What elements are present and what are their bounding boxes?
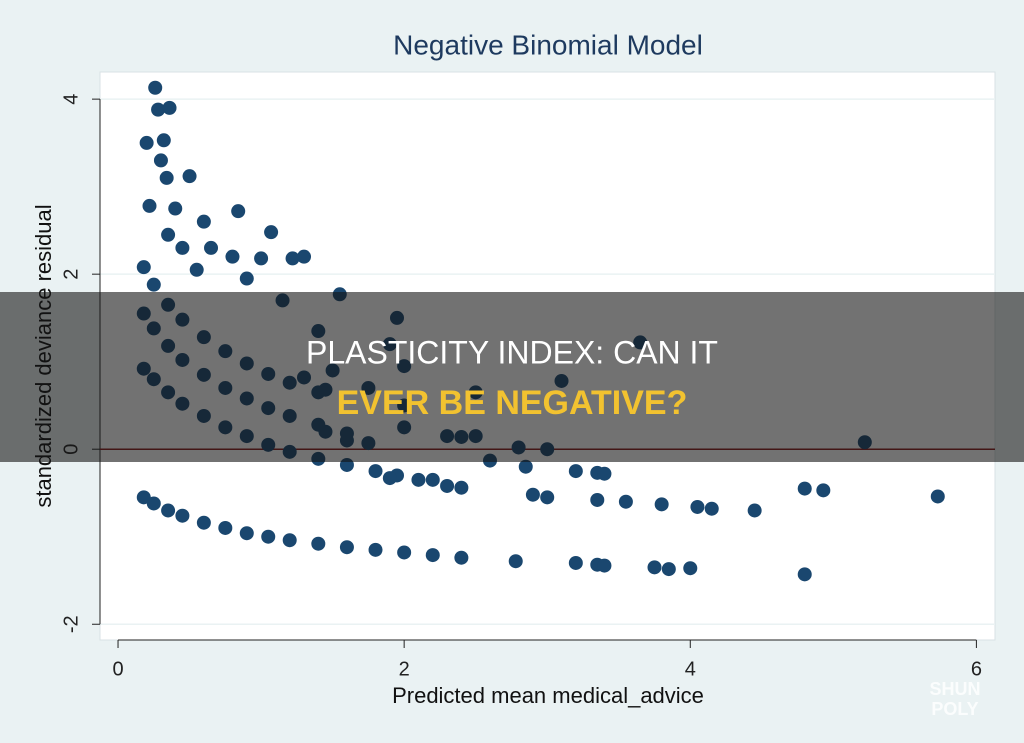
point [139, 135, 154, 150]
point [440, 478, 455, 493]
point [264, 225, 279, 240]
watermark: SHUN [929, 679, 980, 699]
point [661, 562, 676, 577]
watermark: POLY [931, 699, 978, 719]
point [196, 214, 211, 229]
point [162, 100, 177, 115]
point [597, 558, 612, 573]
point [156, 133, 171, 148]
point [142, 198, 157, 213]
point [618, 494, 633, 509]
x-tick-label: 4 [685, 658, 696, 680]
point [525, 487, 540, 502]
point [930, 489, 945, 504]
point [425, 472, 440, 487]
point [311, 536, 326, 551]
point [175, 240, 190, 255]
point [146, 277, 161, 292]
point [654, 497, 669, 512]
point [225, 249, 240, 264]
x-tick-label: 2 [399, 658, 410, 680]
point [747, 503, 762, 518]
point [136, 260, 151, 275]
point [425, 548, 440, 563]
point [218, 520, 233, 535]
point [368, 542, 383, 557]
point [540, 490, 555, 505]
point [816, 483, 831, 498]
y-tick-label: 2 [60, 269, 82, 280]
point [647, 560, 662, 575]
point [368, 464, 383, 479]
point [397, 545, 412, 560]
point [204, 240, 219, 255]
point [239, 526, 254, 541]
x-tick-label: 0 [112, 658, 123, 680]
point [285, 251, 300, 266]
point [597, 466, 612, 481]
chart-title: Negative Binomial Model [393, 29, 703, 60]
point [161, 227, 176, 242]
point [690, 499, 705, 514]
point [797, 481, 812, 496]
banner-line1: PLASTICITY INDEX: CAN IT [306, 334, 718, 370]
point [151, 102, 166, 117]
point [231, 204, 246, 219]
point [454, 480, 469, 495]
x-tick-label: 6 [971, 658, 982, 680]
point [282, 533, 297, 548]
point [168, 201, 183, 216]
point [704, 501, 719, 516]
point [508, 554, 523, 569]
point [518, 459, 533, 474]
point [146, 496, 161, 511]
point [683, 561, 698, 576]
point [382, 471, 397, 486]
banner [0, 292, 1024, 462]
x-axis-label: Predicted mean medical_advice [392, 683, 704, 708]
y-tick-label: -2 [60, 615, 82, 633]
point [411, 472, 426, 487]
point [189, 262, 204, 277]
point [175, 508, 190, 523]
point [568, 555, 583, 570]
point [797, 567, 812, 582]
point [239, 271, 254, 286]
point [153, 153, 168, 168]
y-tick-label: 4 [60, 94, 82, 105]
point [254, 251, 269, 266]
point [148, 80, 163, 95]
point [297, 249, 312, 264]
point [590, 492, 605, 507]
point [339, 540, 354, 555]
point [261, 529, 276, 544]
banner-line2: EVER BE NEGATIVE? [337, 384, 688, 422]
point [136, 490, 151, 505]
point [182, 169, 197, 184]
point [196, 515, 211, 530]
point [454, 550, 469, 565]
point [161, 503, 176, 518]
point [159, 170, 174, 185]
point [568, 464, 583, 479]
